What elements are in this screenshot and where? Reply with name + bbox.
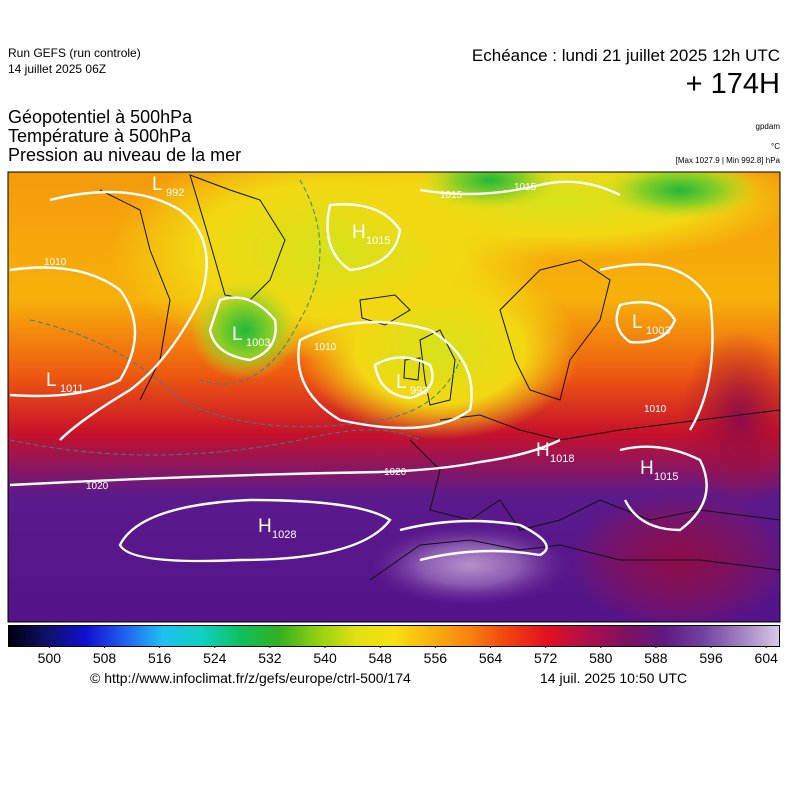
lead-time: + 174H bbox=[685, 68, 780, 100]
pressure-value: 1015 bbox=[654, 471, 678, 483]
echeance: Echéance : lundi 21 juillet 2025 12h UTC bbox=[471, 46, 780, 65]
unit: °C bbox=[771, 142, 780, 151]
colorbar-tick-label: 516 bbox=[148, 650, 172, 666]
issue-time: 14 juil. 2025 10:50 UTC bbox=[540, 670, 688, 686]
isobar-label: 1020 bbox=[86, 481, 109, 492]
unit: gpdam bbox=[755, 122, 780, 131]
pressure-value: 1028 bbox=[272, 529, 296, 541]
isobar-label: 1010 bbox=[314, 342, 337, 353]
pressure-value: 1003 bbox=[246, 337, 270, 349]
colorbar-tick-label: 564 bbox=[479, 650, 503, 666]
pressure-symbol: L bbox=[632, 312, 643, 333]
isobar-label: 1010 bbox=[644, 404, 667, 415]
run-date: 14 juillet 2025 06Z bbox=[8, 62, 107, 76]
source: © http://www.infoclimat.fr/z/gefs/europe… bbox=[90, 670, 411, 686]
pressure-symbol: H bbox=[258, 516, 272, 537]
isobar-label: 1015 bbox=[440, 190, 463, 201]
field: Température à 500hPa bbox=[8, 126, 192, 146]
field: Pression au niveau de la mer bbox=[8, 145, 242, 165]
colorbar-tick-label: 596 bbox=[699, 650, 723, 666]
pressure-value: 1003 bbox=[646, 325, 670, 337]
colorbar-tick-label: 556 bbox=[424, 650, 448, 666]
colorbar-tick-label: 604 bbox=[755, 650, 779, 666]
field: Géopotentiel à 500hPa bbox=[8, 107, 193, 127]
isobar-label: 1020 bbox=[384, 467, 407, 478]
colorbar-tick-label: 524 bbox=[203, 650, 227, 666]
pressure-symbol: H bbox=[536, 440, 550, 461]
pressure-symbol: H bbox=[640, 458, 654, 479]
pressure-value: 1015 bbox=[366, 235, 390, 247]
colorbar-tick-label: 548 bbox=[369, 650, 393, 666]
unit: [Max 1027.9 | Min 992.8] hPa bbox=[675, 156, 780, 165]
colorbar bbox=[8, 625, 780, 647]
colorbar-tick-label: 500 bbox=[38, 650, 62, 666]
colorbar-tick-label: 508 bbox=[93, 650, 117, 666]
isobar-label: 1010 bbox=[44, 257, 67, 268]
isobar-label: 1015 bbox=[514, 182, 537, 193]
pressure-value: 992 bbox=[166, 187, 184, 199]
pressure-value: 1011 bbox=[60, 383, 84, 395]
colorbar-tick-label: 540 bbox=[313, 650, 337, 666]
pressure-symbol: H bbox=[352, 222, 366, 243]
pressure-symbol: L bbox=[232, 324, 243, 345]
pressure-value: 993 bbox=[410, 385, 428, 397]
run: Run GEFS (run controle) bbox=[8, 46, 141, 60]
pressure-symbol: L bbox=[396, 372, 407, 393]
colorbar-tick-label: 572 bbox=[534, 650, 558, 666]
colorbar-tick-label: 580 bbox=[589, 650, 613, 666]
colorbar-tick-label: 532 bbox=[258, 650, 282, 666]
pressure-symbol: L bbox=[152, 174, 163, 195]
colorbar-tick-label: 588 bbox=[644, 650, 668, 666]
pressure-symbol: L bbox=[46, 370, 57, 391]
pressure-value: 1018 bbox=[550, 453, 574, 465]
